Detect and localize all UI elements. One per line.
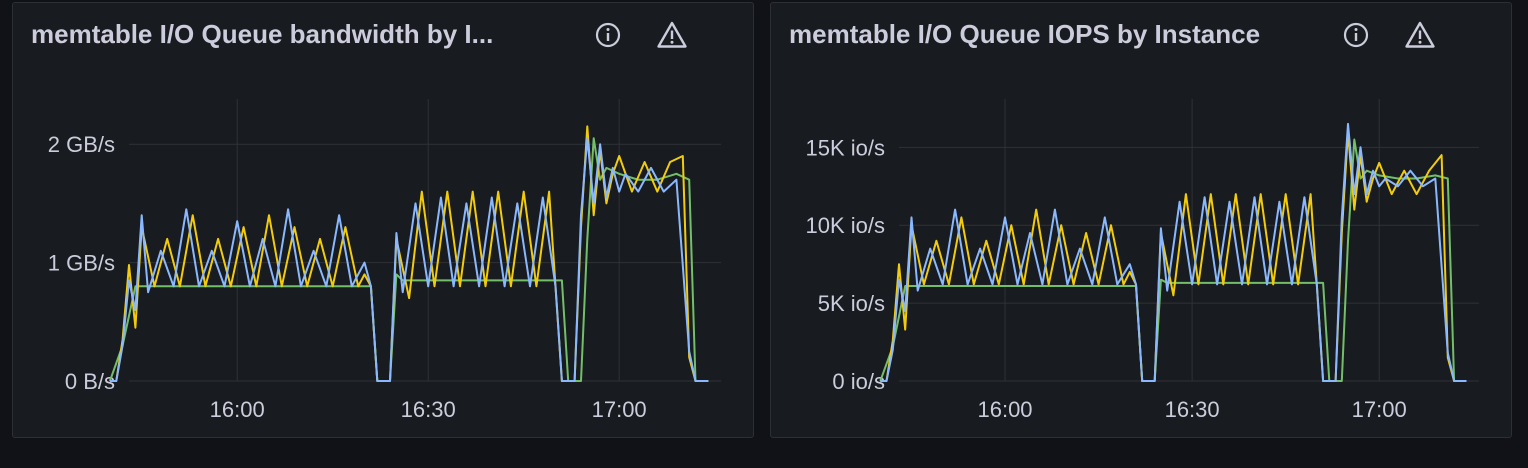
series-line: [109, 125, 709, 382]
panel-bandwidth: memtable I/O Queue bandwidth by I... 0 B…: [12, 2, 754, 438]
panel-iops: memtable I/O Queue IOPS by Instance 0 io…: [770, 2, 1512, 438]
panel-title: memtable I/O Queue IOPS by Instance: [789, 19, 1261, 49]
y-tick-label: 15K io/s: [806, 135, 886, 160]
panel-header[interactable]: memtable I/O Queue bandwidth by I...: [13, 3, 753, 67]
bandwidth-chart: 0 B/s 1 GB/s 2 GB/s 16:00 16:30 17:00: [48, 99, 721, 422]
x-tick-label: 16:00: [210, 397, 265, 422]
x-tick-label: 16:00: [977, 397, 1032, 422]
warning-icon[interactable]: [655, 18, 689, 52]
series-line: [109, 137, 709, 382]
panel-title: memtable I/O Queue bandwidth by I...: [31, 19, 494, 49]
y-tick-label: 5K io/s: [818, 291, 885, 316]
y-tick-label: 0 io/s: [832, 369, 885, 394]
info-icon[interactable]: [1339, 18, 1373, 52]
info-icon[interactable]: [591, 18, 625, 52]
x-tick-label: 17:00: [1352, 397, 1407, 422]
series-line: [879, 138, 1467, 382]
panel-header[interactable]: memtable I/O Queue IOPS by Instance: [771, 3, 1511, 67]
y-tick-label: 2 GB/s: [48, 132, 115, 157]
x-tick-label: 16:30: [1165, 397, 1220, 422]
y-tick-label: 1 GB/s: [48, 251, 115, 276]
y-tick-label: 0 B/s: [65, 369, 115, 394]
iops-chart: 0 io/s 5K io/s 10K io/s 15K io/s 16:00 16:30 1…: [806, 99, 1479, 422]
x-tick-label: 17:00: [592, 397, 647, 422]
series-line: [880, 122, 1467, 382]
series-line: [880, 130, 1467, 382]
y-tick-label: 10K io/s: [806, 213, 886, 238]
warning-icon[interactable]: [1403, 18, 1437, 52]
x-tick-label: 16:30: [401, 397, 456, 422]
